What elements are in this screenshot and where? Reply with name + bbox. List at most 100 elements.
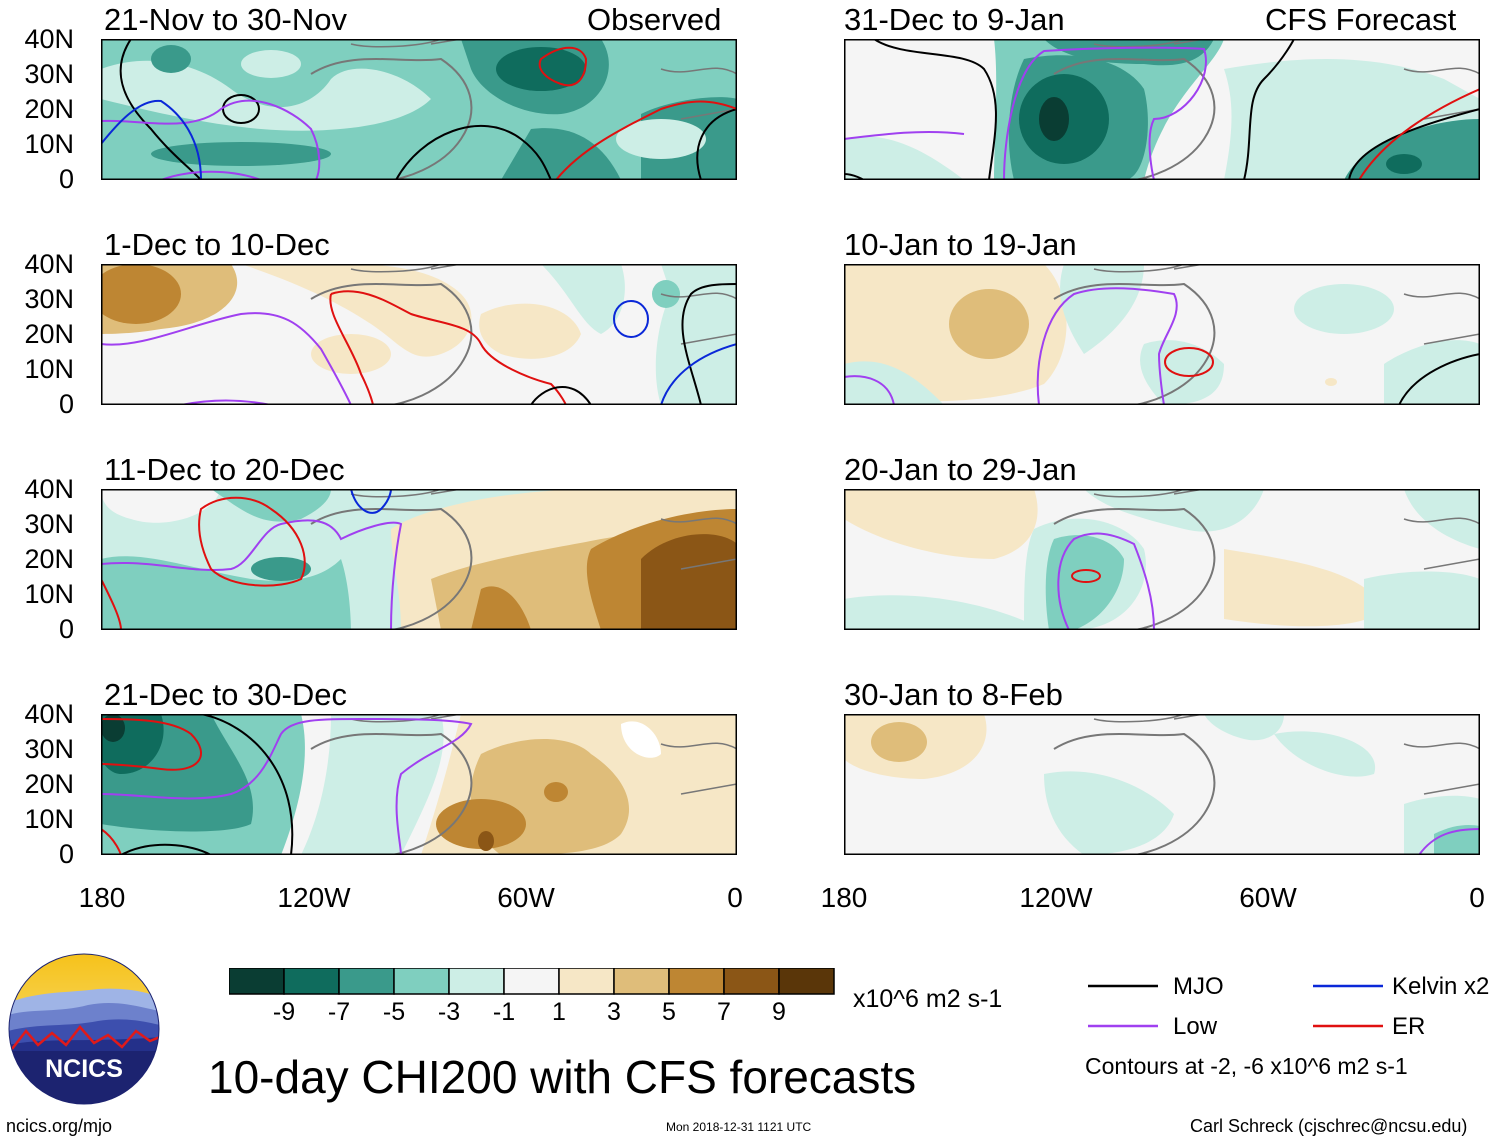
coastline xyxy=(310,507,473,630)
panel-title-2: 1-Dec to 10-Dec xyxy=(104,227,330,262)
map-panel-5 xyxy=(844,39,1480,180)
lat-label: 40N xyxy=(24,24,74,54)
panel-title-5: 31-Dec to 9-Jan xyxy=(844,2,1065,37)
field-neg1 xyxy=(1204,714,1284,741)
field-neg9 xyxy=(1039,97,1069,141)
contour-mjo xyxy=(119,39,202,180)
coastline xyxy=(1053,732,1216,855)
contour-kelvin xyxy=(613,300,649,338)
contour-mjo xyxy=(1398,353,1480,405)
figure-title: 10-day CHI200 with CFS forecasts xyxy=(208,1051,917,1103)
colorbar-label: 1 xyxy=(552,998,566,1026)
contour-kelvin xyxy=(350,489,392,514)
field-neg1 xyxy=(1404,489,1480,549)
field-pos5 xyxy=(471,586,531,630)
colorbar-swatch xyxy=(393,968,450,995)
colorbar-swatch xyxy=(448,968,505,995)
colorbar-swatch xyxy=(283,968,340,995)
lat-label: 0 xyxy=(58,839,74,869)
field-neg5 xyxy=(1344,119,1480,180)
legend-lines-right xyxy=(1313,984,1383,1028)
field-neg1 xyxy=(101,60,431,131)
field-pos3 xyxy=(949,289,1029,359)
coastline xyxy=(1053,507,1216,630)
panel-frame xyxy=(844,489,1480,630)
map-panel-4 xyxy=(101,714,737,855)
field-neg1 xyxy=(844,595,1044,630)
field-neg1 xyxy=(844,136,964,180)
timestamp: Mon 2018-12-31 1121 UTC xyxy=(666,1120,812,1134)
field-pos5 xyxy=(544,782,568,802)
source-url[interactable]: ncics.org/mjo xyxy=(6,1116,113,1136)
colorbar-swatch xyxy=(503,968,560,995)
contour-mjo xyxy=(1243,39,1295,180)
colorbar xyxy=(229,968,835,995)
contour-er xyxy=(555,100,737,180)
lat-label: 10N xyxy=(24,354,74,384)
field-neg1 xyxy=(1044,771,1174,855)
colorbar-label: -9 xyxy=(272,998,296,1026)
panel-title-6: 10-Jan to 19-Jan xyxy=(844,227,1077,262)
lat-label: 10N xyxy=(24,129,74,159)
panel-frame xyxy=(844,39,1480,180)
field-neg5 xyxy=(501,128,621,180)
lat-label: 0 xyxy=(58,389,74,419)
panel-title-1: 21-Nov to 30-Nov xyxy=(104,2,347,37)
field-neg3 xyxy=(1434,824,1480,855)
field-neg1 xyxy=(541,264,625,334)
lat-label: 20N xyxy=(24,94,74,124)
lon-label: 0 xyxy=(1469,882,1485,913)
coastline xyxy=(660,517,737,570)
colorbar-swatch xyxy=(613,968,670,995)
colorbar-units: x10^6 m2 s-1 xyxy=(853,985,1003,1013)
legend-er: ER xyxy=(1392,1013,1426,1040)
field-pos7 xyxy=(478,831,494,851)
colorbar-swatch xyxy=(338,968,395,995)
lon-label: 120W xyxy=(277,882,351,913)
coastline xyxy=(310,57,473,180)
logo-text: NCICS xyxy=(45,1055,123,1083)
field-pos5 xyxy=(101,264,181,324)
contour-low xyxy=(160,170,262,180)
lat-label: 10N xyxy=(24,804,74,834)
contour-mjo xyxy=(120,843,212,855)
field-pos1 xyxy=(844,489,1038,559)
field-neg1 xyxy=(1294,284,1394,334)
colorbar-label: -5 xyxy=(382,998,406,1026)
field-pos1 xyxy=(479,303,581,359)
ncics-logo: NCICS xyxy=(8,953,160,1105)
lat-label: 10N xyxy=(24,579,74,609)
contour-low xyxy=(101,519,403,630)
colorbar-label: 3 xyxy=(607,998,621,1026)
contour-mjo xyxy=(681,283,737,405)
panel-frame xyxy=(844,264,1480,405)
panel-frame xyxy=(101,39,737,180)
contour-low xyxy=(101,718,473,855)
field-pos1 xyxy=(1224,549,1384,627)
colorbar-label: -7 xyxy=(327,998,351,1026)
contour-low xyxy=(101,312,352,405)
coastline xyxy=(1053,282,1216,405)
map-panel-1 xyxy=(101,39,737,180)
field-neg1 xyxy=(301,714,444,855)
lon-label: 180 xyxy=(820,882,868,913)
contour-mjo xyxy=(696,108,737,180)
field-pos1 xyxy=(241,264,472,357)
contour-mjo xyxy=(1348,108,1480,180)
colorbar-swatch xyxy=(778,968,835,995)
coastline xyxy=(1403,292,1480,345)
map-panel-3 xyxy=(101,489,737,630)
field-pos1 xyxy=(1325,378,1337,386)
contour-low xyxy=(1003,46,1207,180)
colorbar-label: -3 xyxy=(437,998,461,1026)
field-neg7 xyxy=(1386,154,1422,174)
lat-label: 40N xyxy=(24,474,74,504)
contour-low xyxy=(1057,532,1155,630)
legend-kelvin: Kelvin x2 xyxy=(1392,973,1490,1000)
contour-mjo xyxy=(222,94,260,124)
coastline xyxy=(310,732,473,855)
legend-low: Low xyxy=(1173,1013,1218,1040)
contour-er xyxy=(101,578,122,630)
contour-er xyxy=(198,496,306,587)
field-neg5 xyxy=(251,557,311,581)
